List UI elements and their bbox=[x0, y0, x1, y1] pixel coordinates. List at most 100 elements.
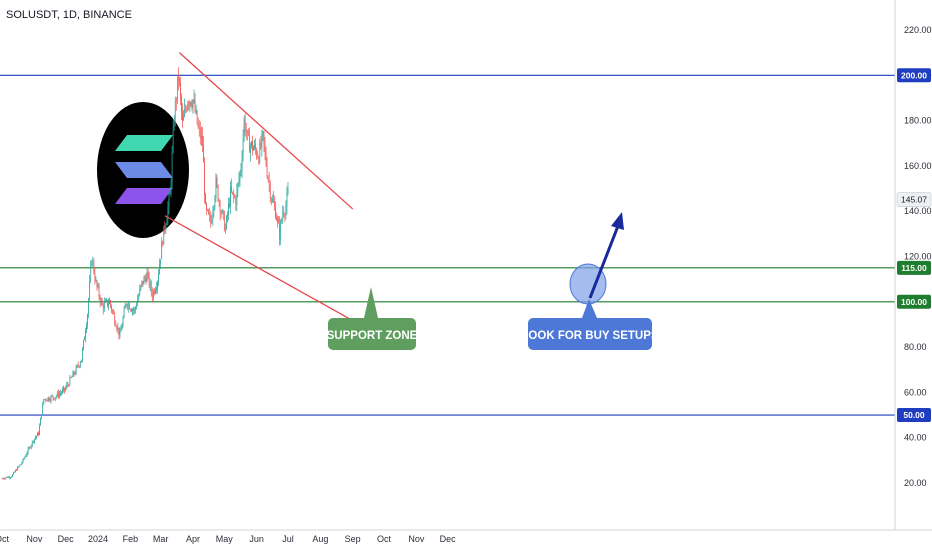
candle bbox=[159, 258, 160, 275]
candle bbox=[70, 376, 72, 379]
candle bbox=[265, 146, 267, 168]
candle bbox=[46, 399, 48, 402]
candle bbox=[111, 304, 112, 314]
candle bbox=[45, 398, 47, 403]
candle bbox=[210, 211, 212, 229]
trendline bbox=[178, 52, 354, 210]
candle bbox=[108, 298, 109, 311]
candle bbox=[212, 205, 214, 226]
candle bbox=[237, 182, 239, 198]
time-axis[interactable]: Oct Nov Dec 2024 Feb Mar Apr May Jun Jul Aug Sep Oct… bbox=[0, 534, 456, 544]
level-badge bbox=[897, 294, 931, 309]
candle bbox=[198, 120, 200, 137]
candle bbox=[235, 195, 237, 211]
candle bbox=[263, 130, 265, 153]
candle bbox=[102, 303, 104, 315]
candle bbox=[180, 76, 181, 106]
candle bbox=[40, 417, 41, 426]
candle bbox=[221, 208, 223, 215]
level-badge-label: 50.00 bbox=[903, 410, 925, 420]
price-axis[interactable] bbox=[895, 0, 932, 550]
x-tick-label: Oct bbox=[377, 534, 392, 544]
candle bbox=[14, 471, 15, 473]
y-tick-label: 140.00 bbox=[904, 206, 932, 216]
candle bbox=[16, 468, 17, 471]
candle bbox=[264, 136, 266, 161]
candle bbox=[238, 172, 240, 188]
x-tick-label: Jul bbox=[282, 534, 294, 544]
candle bbox=[60, 389, 61, 397]
candle bbox=[13, 471, 14, 475]
candle bbox=[136, 302, 137, 310]
candle bbox=[113, 308, 115, 315]
candle bbox=[18, 465, 20, 469]
support-zone-callout: SUPPORT ZONE bbox=[327, 287, 418, 350]
candle bbox=[95, 276, 97, 283]
candle bbox=[275, 201, 276, 220]
candle bbox=[208, 208, 210, 215]
candle bbox=[280, 219, 282, 246]
candle bbox=[233, 189, 235, 204]
candle bbox=[155, 286, 156, 295]
candle bbox=[185, 104, 187, 114]
candle bbox=[4, 477, 6, 480]
candle bbox=[257, 150, 259, 159]
y-tick-label: 60.00 bbox=[904, 387, 927, 397]
candle bbox=[271, 194, 273, 203]
candle bbox=[144, 274, 146, 282]
candle bbox=[94, 266, 96, 285]
candle bbox=[25, 453, 27, 457]
candle bbox=[190, 101, 192, 108]
candle bbox=[78, 365, 80, 369]
candle bbox=[251, 140, 252, 149]
candle bbox=[135, 305, 136, 314]
candle bbox=[64, 387, 65, 394]
candle bbox=[124, 301, 126, 309]
candle bbox=[171, 145, 173, 189]
candle bbox=[244, 113, 246, 137]
candle bbox=[11, 476, 12, 479]
candle bbox=[34, 438, 35, 445]
candle bbox=[36, 435, 37, 440]
candle bbox=[226, 215, 227, 230]
candle bbox=[276, 212, 277, 222]
candle bbox=[21, 461, 23, 466]
drawing-layer bbox=[0, 74, 895, 416]
candle bbox=[103, 297, 105, 312]
level-badge-label: 100.00 bbox=[901, 297, 927, 307]
candle bbox=[192, 99, 194, 115]
candle bbox=[31, 440, 33, 448]
x-tick-label: Dec bbox=[440, 534, 457, 544]
candle bbox=[131, 308, 132, 312]
candle bbox=[86, 322, 87, 334]
candle bbox=[85, 327, 86, 343]
candle bbox=[74, 370, 76, 376]
candle bbox=[245, 122, 247, 140]
candle bbox=[37, 432, 38, 437]
candle bbox=[61, 390, 62, 396]
candle bbox=[62, 386, 63, 395]
candle bbox=[139, 284, 141, 297]
candle bbox=[154, 288, 155, 296]
candle bbox=[44, 398, 46, 401]
candle bbox=[24, 455, 26, 459]
candle bbox=[104, 298, 106, 303]
candle bbox=[8, 475, 10, 480]
arrow-head-icon bbox=[611, 212, 624, 230]
candle bbox=[163, 225, 165, 245]
candle bbox=[187, 101, 189, 112]
support-zone-label: SUPPORT ZONE bbox=[327, 330, 418, 342]
candle bbox=[286, 186, 288, 215]
candle bbox=[71, 375, 73, 378]
x-tick-label: Oct bbox=[0, 534, 9, 544]
buy-setups-callout: LOOK FOR BUY SETUPS bbox=[521, 212, 659, 350]
candle bbox=[281, 217, 283, 224]
x-tick-label: Dec bbox=[58, 534, 75, 544]
candle bbox=[149, 278, 151, 292]
x-tick-label: Nov bbox=[26, 534, 43, 544]
candle bbox=[120, 324, 122, 332]
candle bbox=[236, 183, 238, 212]
candle bbox=[38, 431, 39, 437]
candle bbox=[106, 297, 107, 303]
